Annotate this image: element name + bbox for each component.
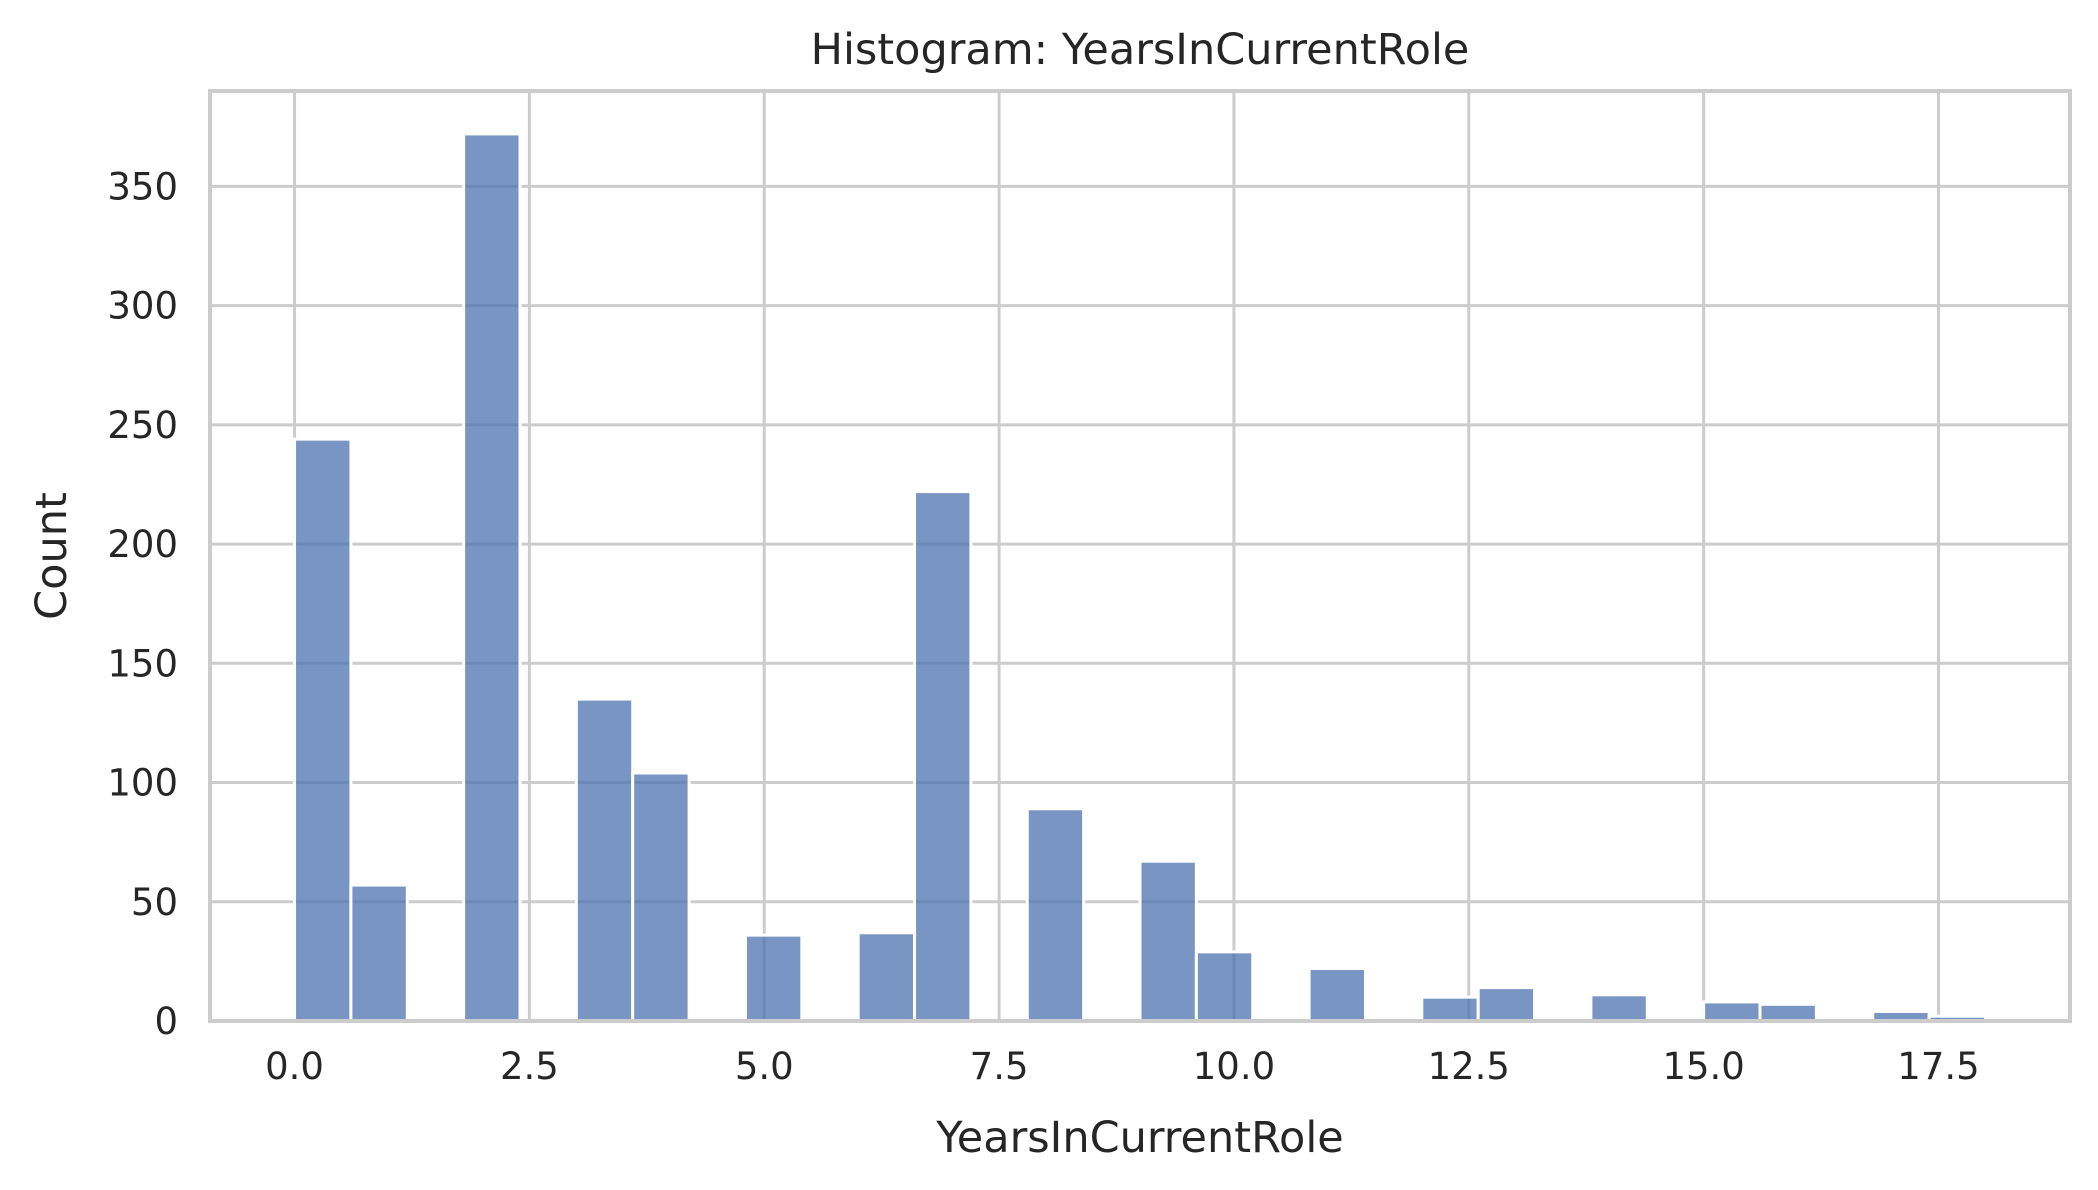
histogram-bar [743, 933, 804, 1023]
x-tick-label: 0.0 [265, 1045, 324, 1088]
histogram-bar [913, 490, 973, 1023]
x-tick-label: 15.0 [1662, 1045, 1744, 1088]
histogram-bar [1138, 859, 1198, 1023]
x-tick-label: 10.0 [1193, 1045, 1275, 1088]
x-tick-label: 2.5 [500, 1045, 559, 1088]
y-tick-label: 300 [107, 285, 178, 328]
histogram-bar [1194, 950, 1255, 1023]
histogram-bar [293, 437, 353, 1023]
histogram-bar [1758, 1002, 1818, 1023]
x-tick-label: 7.5 [970, 1045, 1029, 1088]
x-axis-label: YearsInCurrentRole [935, 1113, 1344, 1163]
x-tick-label: 12.5 [1428, 1045, 1510, 1088]
histogram-bar [1702, 1000, 1762, 1023]
y-tick-label: 100 [107, 762, 178, 805]
y-tick-label: 0 [154, 1000, 178, 1043]
histogram-bar [574, 697, 635, 1023]
y-axis-label: Count [27, 492, 77, 620]
histogram-bar [856, 931, 917, 1023]
histogram-bar [1589, 993, 1649, 1023]
x-tick-labels: 0.0 2.5 5.0 7.5 10.0 12.5 15.0 17.5 [265, 1045, 1980, 1088]
y-tick-label: 50 [131, 881, 178, 924]
x-tick-label: 17.5 [1897, 1045, 1979, 1088]
histogram-bar [631, 771, 691, 1023]
y-tick-label: 150 [107, 642, 178, 685]
y-tick-label: 350 [107, 165, 178, 208]
histogram-bar [1476, 986, 1537, 1023]
histogram-bar [1025, 807, 1086, 1023]
histogram-bar [349, 883, 409, 1023]
histogram-bar [1307, 967, 1367, 1023]
histogram-bar [1420, 995, 1480, 1023]
histogram-bars [293, 132, 1987, 1023]
x-tick-label: 5.0 [735, 1045, 794, 1088]
plot-frame [208, 89, 2072, 1023]
chart-title: Histogram: YearsInCurrentRole [811, 25, 1470, 75]
y-tick-label: 250 [107, 404, 178, 447]
y-tick-labels: 0 50 100 150 200 250 300 350 [107, 165, 178, 1043]
y-tick-label: 200 [107, 523, 178, 566]
histogram-bar [462, 132, 522, 1023]
